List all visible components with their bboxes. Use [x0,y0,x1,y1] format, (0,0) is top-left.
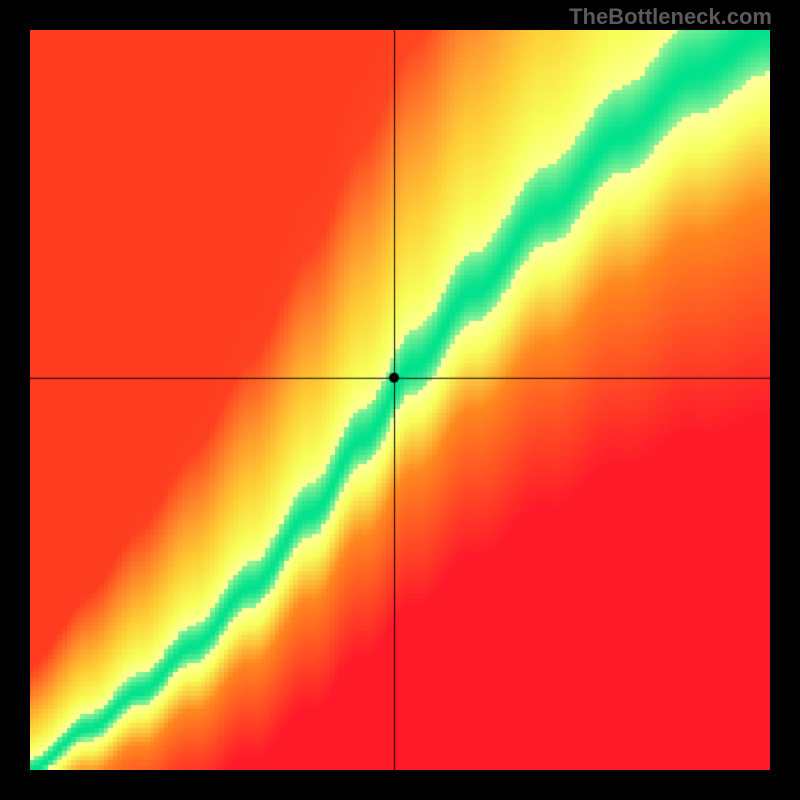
heatmap-plot [30,30,770,770]
watermark-text: TheBottleneck.com [569,4,772,30]
heatmap-canvas [30,30,770,770]
